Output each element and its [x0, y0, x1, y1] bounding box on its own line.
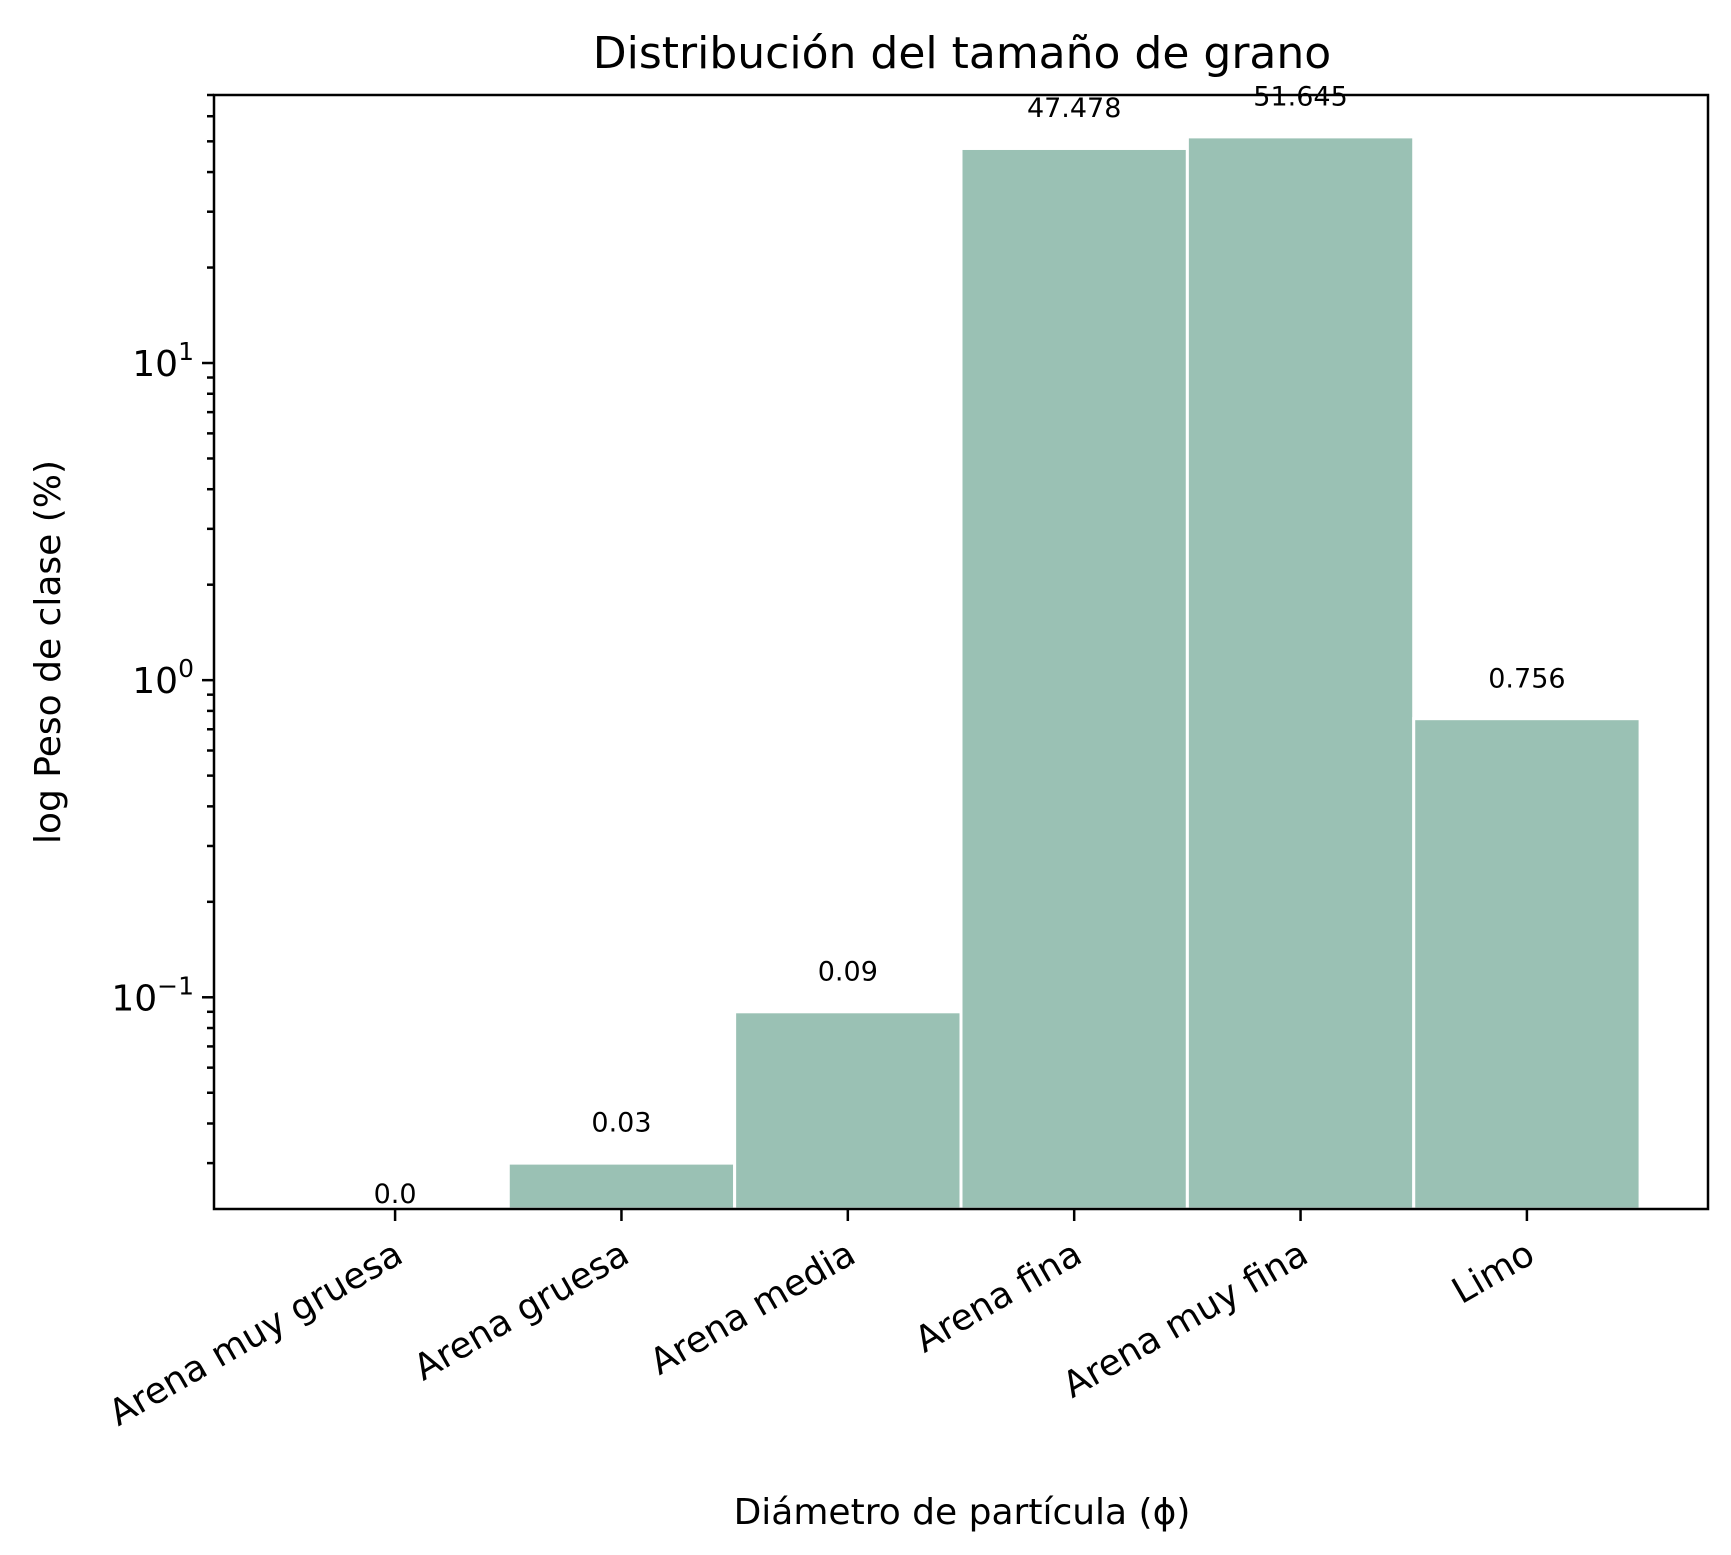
- data-label-4: 51.645: [1253, 81, 1347, 112]
- bar-4: [1185, 135, 1416, 1211]
- y-tick-label-2: 101: [132, 337, 194, 385]
- bars-layer: [506, 135, 1642, 1211]
- bar-3: [959, 146, 1189, 1211]
- data-label-1: 0.03: [591, 1108, 651, 1139]
- x-tick-label-2: Arena media: [643, 1233, 862, 1383]
- data-label-0: 0.0: [374, 1179, 417, 1210]
- x-axis-title: Diámetro de partícula (ϕ): [734, 1492, 1191, 1533]
- y-axis-title: log Peso de clase (%): [28, 460, 69, 844]
- chart-title: Distribución del tamaño de grano: [593, 28, 1331, 79]
- data-label-5: 0.756: [1488, 663, 1565, 694]
- x-tick-label-3: Arena fina: [908, 1233, 1088, 1361]
- plot-frame: [212, 93, 1710, 1211]
- data-label-2: 0.09: [818, 956, 878, 987]
- y-tick-label-1: 100: [132, 654, 194, 702]
- y-axis: 10−1 100 101: [111, 93, 214, 1165]
- data-labels-layer: 0.0 0.03 0.09 47.478 51.645 0.756: [374, 81, 1566, 1210]
- x-tick-label-4: Arena muy fina: [1056, 1233, 1315, 1406]
- y-tick-label-0: 10−1: [111, 971, 194, 1019]
- x-tick-label-1: Arena gruesa: [407, 1233, 636, 1389]
- bar-5: [1412, 717, 1642, 1211]
- bar-1: [506, 1161, 737, 1211]
- x-tick-label-5: Limo: [1445, 1233, 1541, 1312]
- x-tick-label-0: Arena muy gruesa: [102, 1233, 409, 1434]
- bar-2: [733, 1010, 963, 1211]
- data-label-3: 47.478: [1027, 93, 1121, 124]
